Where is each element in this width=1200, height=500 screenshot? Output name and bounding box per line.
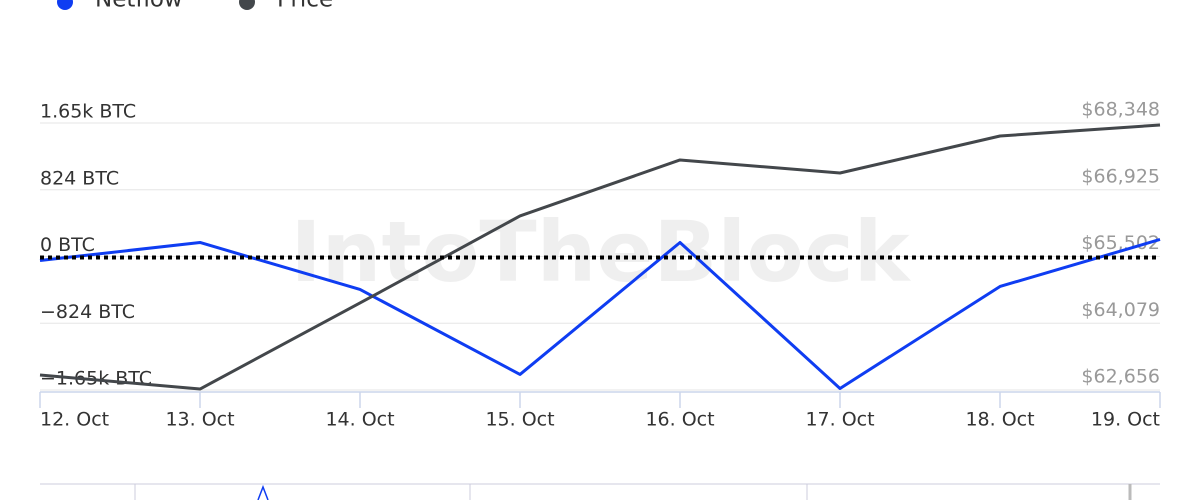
x-tick-label: 19. Oct xyxy=(1091,409,1160,431)
x-tick-label: 13. Oct xyxy=(165,409,234,431)
x-tick-label: 12. Oct xyxy=(40,409,109,431)
legend-marker xyxy=(239,0,255,10)
y-tick-label: −824 BTC xyxy=(40,301,135,323)
legend-label: Netflow xyxy=(95,0,183,13)
x-tick-label: 14. Oct xyxy=(325,409,394,431)
y2-tick-label: $62,656 xyxy=(1081,366,1160,388)
y-tick-label: 0 BTC xyxy=(40,234,95,256)
x-tick-label: 17. Oct xyxy=(805,409,874,431)
y2-tick-label: $66,925 xyxy=(1081,165,1160,187)
legend-label: Price xyxy=(277,0,333,13)
series-line xyxy=(39,123,1161,391)
series-line xyxy=(39,238,1161,390)
navigator xyxy=(40,483,1160,500)
y2-tick-label: $68,348 xyxy=(1081,99,1160,121)
x-tick-label: 18. Oct xyxy=(965,409,1034,431)
y-tick-label: 824 BTC xyxy=(40,167,119,189)
y2-tick-label: $65,502 xyxy=(1081,232,1160,254)
y2-tick-label: $64,079 xyxy=(1081,299,1160,321)
watermark: IntoTheBlock xyxy=(290,203,911,301)
x-tick-label: 16. Oct xyxy=(645,409,714,431)
x-tick-label: 15. Oct xyxy=(485,409,554,431)
y-tick-label: 1.65k BTC xyxy=(40,101,136,123)
legend-marker xyxy=(57,0,73,10)
